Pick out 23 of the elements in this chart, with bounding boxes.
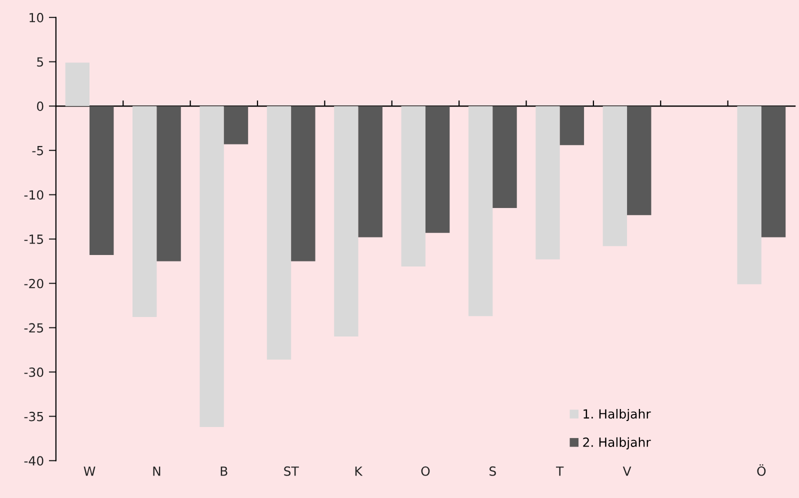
legend-label: 1. Halbjahr bbox=[584, 408, 651, 422]
x-tick-label: ST bbox=[284, 466, 299, 476]
x-tick-label: B bbox=[220, 466, 228, 476]
legend-label: 2. Halbjahr bbox=[583, 437, 651, 450]
y-tick-label: 5 bbox=[37, 57, 44, 67]
x-tick-label: N bbox=[153, 466, 160, 476]
y-tick-label: -35 bbox=[24, 412, 44, 422]
x-tick-label: W bbox=[84, 466, 96, 476]
x-tick-label: O bbox=[421, 466, 430, 476]
y-tick-label: -5 bbox=[32, 146, 44, 156]
x-tick-label: V bbox=[622, 466, 632, 476]
x-tick-label: T bbox=[556, 466, 564, 476]
y-tick-label: -15 bbox=[24, 234, 44, 244]
y-tick-label: -10 bbox=[24, 190, 44, 200]
x-tick-label: S bbox=[490, 466, 496, 476]
y-tick-label: -30 bbox=[24, 367, 44, 377]
y-tick-label: -25 bbox=[24, 323, 44, 333]
x-tick-label: Ö bbox=[757, 464, 766, 476]
x-tick-label: K bbox=[355, 466, 363, 476]
y-tick-label: 10 bbox=[30, 12, 44, 22]
y-tick-label: -40 bbox=[24, 456, 44, 466]
y-tick-label: 0 bbox=[36, 102, 44, 111]
y-tick-label: -20 bbox=[24, 278, 44, 288]
